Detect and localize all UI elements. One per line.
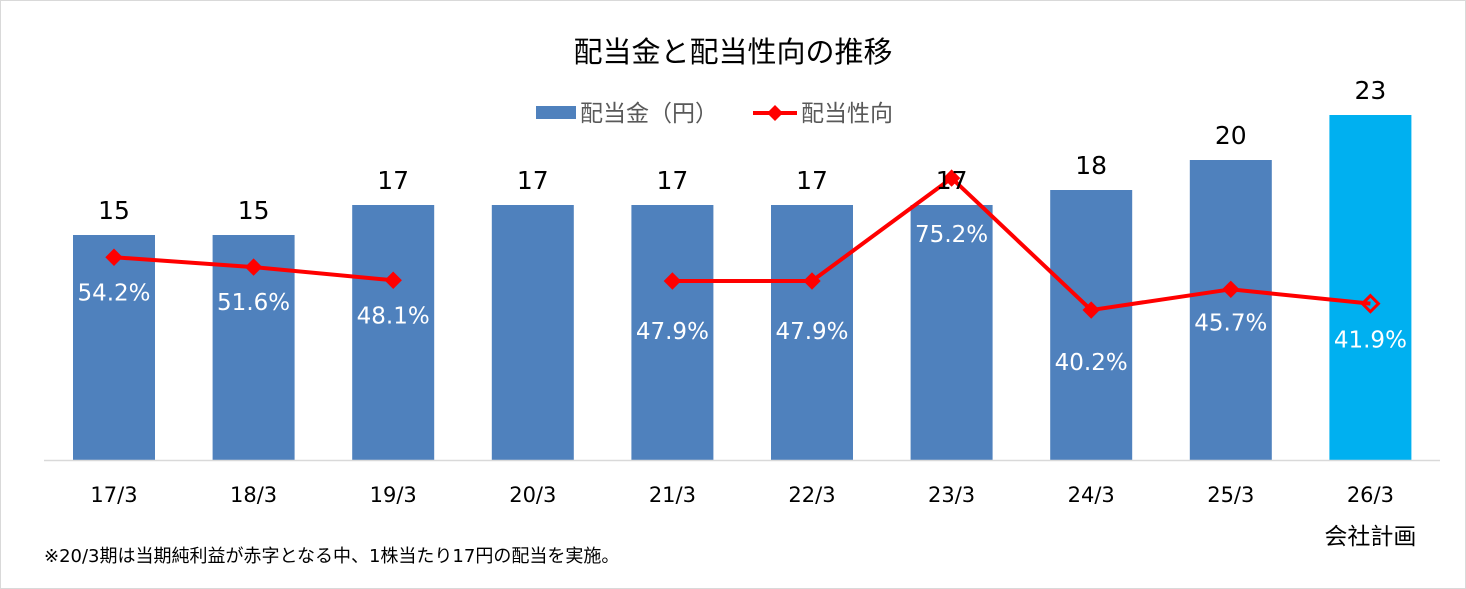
- x-tick-label: 17/3: [90, 483, 137, 507]
- bar-value-label: 23: [1354, 76, 1386, 105]
- legend-bar-swatch: [536, 106, 576, 119]
- bar-value-label: 18: [1075, 151, 1107, 180]
- payout-ratio-label: 54.2%: [77, 280, 150, 306]
- payout-marker-diamond-icon: [1360, 293, 1381, 314]
- payout-marker-diamond-icon: [1222, 280, 1240, 299]
- chart-title: 配当金と配当性向の推移: [573, 35, 892, 69]
- bar-24-3: [1050, 190, 1133, 460]
- payout-marker-diamond-icon: [244, 258, 263, 276]
- bar-23-3: [910, 205, 993, 460]
- payout-marker-diamond-icon: [942, 169, 961, 187]
- x-tick-label: 19/3: [370, 483, 417, 507]
- bar-17-3: [73, 235, 155, 460]
- footnote: ※20/3期は当期純利益が赤字となる中、1株当たり17円の配当を実施。: [44, 546, 619, 567]
- payout-marker-diamond-icon: [1082, 301, 1100, 319]
- x-tick-label: 18/3: [230, 483, 277, 507]
- x-tick-label: 21/3: [649, 483, 696, 507]
- payout-marker-diamond-icon: [384, 271, 402, 289]
- legend-diamond-icon: [767, 105, 783, 121]
- payout-ratio-label: 40.2%: [1055, 350, 1128, 376]
- bar-21-3: [631, 205, 714, 460]
- payout-marker-diamond-icon: [803, 272, 821, 290]
- payout-ratio-label: 47.9%: [636, 319, 709, 345]
- bar-value-label: 17: [936, 166, 968, 195]
- payout-marker-diamond-icon: [105, 248, 123, 266]
- payout-marker-diamond-icon: [663, 272, 682, 290]
- legend: 配当金（円） 配当性向: [536, 101, 893, 127]
- bar-25-3: [1189, 160, 1272, 460]
- bar-value-label: 17: [656, 166, 688, 195]
- x-tick-label: 25/3: [1207, 483, 1254, 507]
- payout-ratio-label: 47.9%: [775, 319, 848, 345]
- bar-value-label: 15: [98, 196, 130, 225]
- bar-value-label: 17: [377, 166, 409, 195]
- x-tick-label: 23/3: [928, 483, 975, 507]
- payout-ratio-label: 41.9%: [1334, 328, 1407, 354]
- bar-20-3: [491, 205, 574, 460]
- legend-line-label: 配当性向: [801, 101, 893, 127]
- payout-ratio-line: [672, 176, 1371, 313]
- x-tick-label: 26/3: [1347, 483, 1394, 507]
- bar-value-label: 20: [1215, 121, 1247, 150]
- bar-22-3: [771, 205, 853, 460]
- x-tick-label: 24/3: [1068, 483, 1115, 507]
- bar-value-label: 17: [517, 166, 549, 195]
- bar-value-label: 15: [238, 196, 270, 225]
- x-tick-label: 22/3: [788, 483, 835, 507]
- bar-value-label: 17: [796, 166, 828, 195]
- payout-ratio-label: 45.7%: [1194, 310, 1267, 336]
- payout-ratio-label: 75.2%: [915, 222, 988, 248]
- legend-bar-label: 配当金（円）: [580, 101, 718, 127]
- payout-ratio-label: 48.1%: [357, 303, 430, 329]
- payout-ratio-label: 51.6%: [217, 290, 290, 316]
- bar-19-3: [352, 205, 435, 460]
- x-tick-sublabel: 会社計画: [1324, 524, 1416, 550]
- bar-26-3: [1329, 115, 1412, 460]
- x-tick-label: 20/3: [509, 483, 556, 507]
